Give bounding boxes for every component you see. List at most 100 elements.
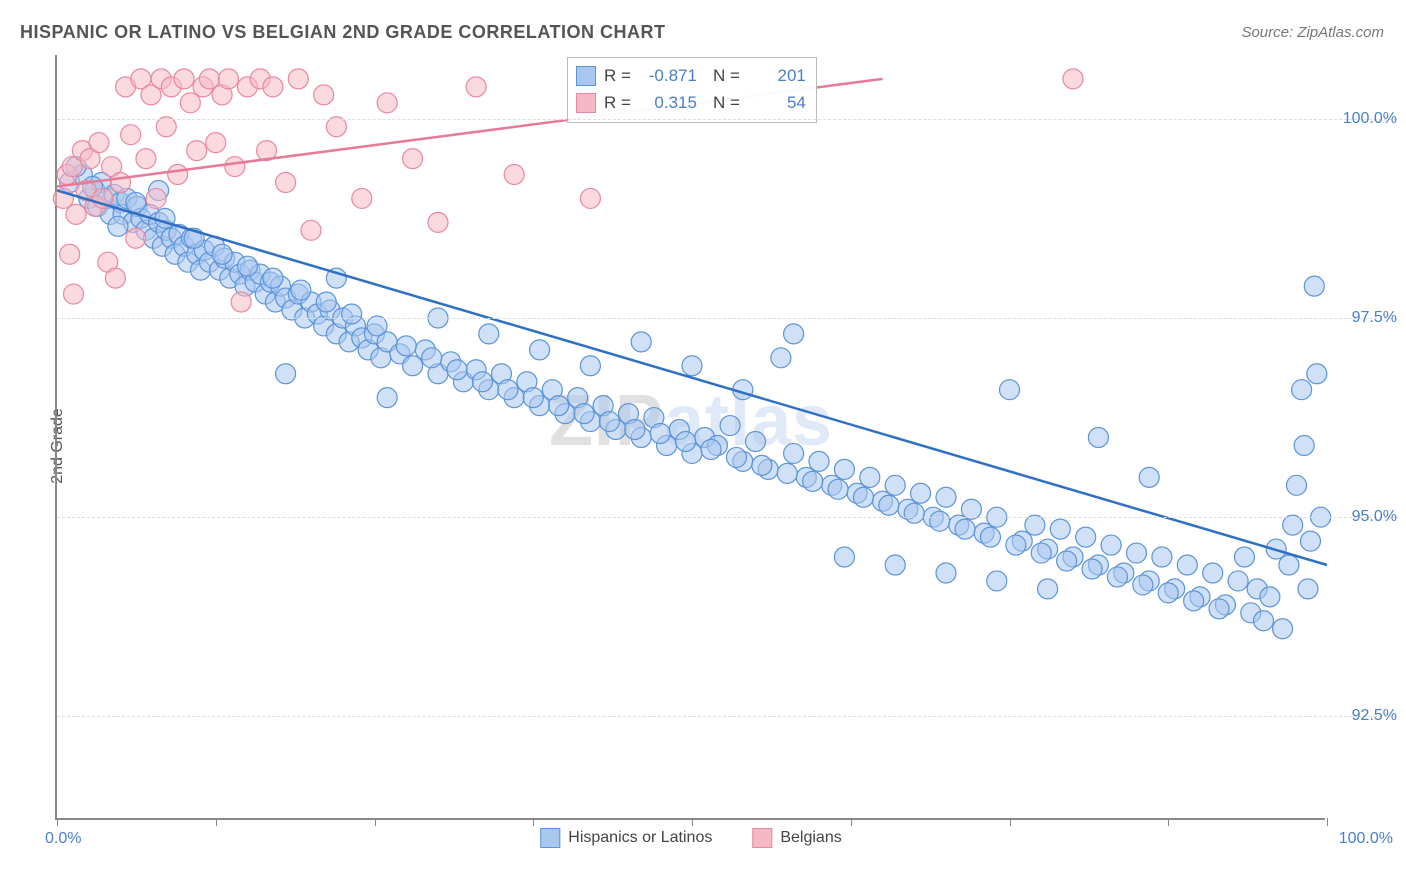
scatter-point xyxy=(136,149,156,169)
xtick xyxy=(1010,818,1011,826)
scatter-point xyxy=(428,212,448,232)
scatter-point xyxy=(168,165,188,185)
scatter-point xyxy=(1298,579,1318,599)
scatter-point xyxy=(580,356,600,376)
scatter-point xyxy=(650,424,670,444)
gridline-h xyxy=(57,119,1397,120)
scatter-point xyxy=(1292,380,1312,400)
scatter-point xyxy=(1304,276,1324,296)
legend-swatch xyxy=(540,828,560,848)
scatter-point xyxy=(1279,555,1299,575)
scatter-point xyxy=(771,348,791,368)
scatter-point xyxy=(352,188,372,208)
scatter-point xyxy=(599,412,619,432)
legend-item: Hispanics or Latinos xyxy=(540,828,712,848)
scatter-point xyxy=(1000,380,1020,400)
scatter-point xyxy=(574,404,594,424)
scatter-point xyxy=(834,547,854,567)
source-label: Source: ZipAtlas.com xyxy=(1241,24,1384,41)
scatter-point xyxy=(1307,364,1327,384)
scatter-point xyxy=(625,420,645,440)
scatter-point xyxy=(1050,519,1070,539)
scatter-point xyxy=(809,451,829,471)
scatter-point xyxy=(1203,563,1223,583)
scatter-point xyxy=(1234,547,1254,567)
xtick xyxy=(692,818,693,826)
scatter-point xyxy=(720,416,740,436)
scatter-point xyxy=(263,268,283,288)
scatter-point xyxy=(682,356,702,376)
chart-title: HISPANIC OR LATINO VS BELGIAN 2ND GRADE … xyxy=(20,22,666,43)
stat-box: R =-0.871N =201R =0.315N =54 xyxy=(567,57,817,123)
xtick xyxy=(1327,818,1328,826)
legend-swatch xyxy=(576,66,596,86)
scatter-point xyxy=(1133,575,1153,595)
scatter-point xyxy=(1063,69,1083,89)
scatter-point xyxy=(126,228,146,248)
scatter-point xyxy=(206,133,226,153)
ytick-label: 100.0% xyxy=(1343,110,1397,128)
scatter-point xyxy=(987,571,1007,591)
scatter-point xyxy=(447,360,467,380)
regression-line xyxy=(57,190,1327,565)
scatter-point xyxy=(60,244,80,264)
scatter-point xyxy=(936,487,956,507)
scatter-point xyxy=(314,85,334,105)
scatter-point xyxy=(218,69,238,89)
scatter-point xyxy=(108,216,128,236)
scatter-point xyxy=(726,447,746,467)
scatter-point xyxy=(342,304,362,324)
scatter-point xyxy=(146,188,166,208)
xtick xyxy=(216,818,217,826)
legend-item: Belgians xyxy=(752,828,841,848)
ytick-label: 97.5% xyxy=(1352,309,1397,327)
xtick xyxy=(533,818,534,826)
stat-r-label: R = xyxy=(604,89,631,116)
scatter-point xyxy=(1260,587,1280,607)
scatter-point xyxy=(936,563,956,583)
scatter-point xyxy=(1209,599,1229,619)
xtick xyxy=(375,818,376,826)
scatter-point xyxy=(1088,428,1108,448)
chart-svg xyxy=(57,55,1327,820)
scatter-point xyxy=(752,455,772,475)
scatter-point xyxy=(238,256,258,276)
gridline-h xyxy=(57,517,1397,518)
stat-row: R =0.315N =54 xyxy=(576,89,806,116)
scatter-point xyxy=(580,188,600,208)
scatter-point xyxy=(930,511,950,531)
x-max-label: 100.0% xyxy=(1339,830,1393,848)
scatter-point xyxy=(955,519,975,539)
scatter-point xyxy=(187,141,207,161)
xtick xyxy=(851,818,852,826)
stat-row: R =-0.871N =201 xyxy=(576,62,806,89)
scatter-point xyxy=(291,280,311,300)
scatter-point xyxy=(1273,619,1293,639)
scatter-point xyxy=(180,93,200,113)
scatter-point xyxy=(472,372,492,392)
scatter-point xyxy=(834,459,854,479)
scatter-point xyxy=(403,149,423,169)
scatter-point xyxy=(1254,611,1274,631)
scatter-point xyxy=(1101,535,1121,555)
scatter-point xyxy=(631,332,651,352)
stat-n-label: N = xyxy=(713,62,740,89)
legend-swatch xyxy=(576,93,596,113)
scatter-point xyxy=(105,268,125,288)
scatter-point xyxy=(549,396,569,416)
scatter-point xyxy=(853,487,873,507)
scatter-point xyxy=(199,69,219,89)
scatter-point xyxy=(225,157,245,177)
scatter-point xyxy=(301,220,321,240)
scatter-point xyxy=(860,467,880,487)
scatter-point xyxy=(828,479,848,499)
stat-n-value: 201 xyxy=(748,62,806,89)
scatter-point xyxy=(1006,535,1026,555)
scatter-point xyxy=(121,125,141,145)
plot-area: ZIPatlas R =-0.871N =201R =0.315N =54 92… xyxy=(55,55,1325,820)
legend-bottom: Hispanics or Latinos Belgians xyxy=(540,828,841,848)
scatter-point xyxy=(466,77,486,97)
stat-r-label: R = xyxy=(604,62,631,89)
plot-inner: ZIPatlas R =-0.871N =201R =0.315N =54 92… xyxy=(57,55,1325,818)
scatter-point xyxy=(530,340,550,360)
